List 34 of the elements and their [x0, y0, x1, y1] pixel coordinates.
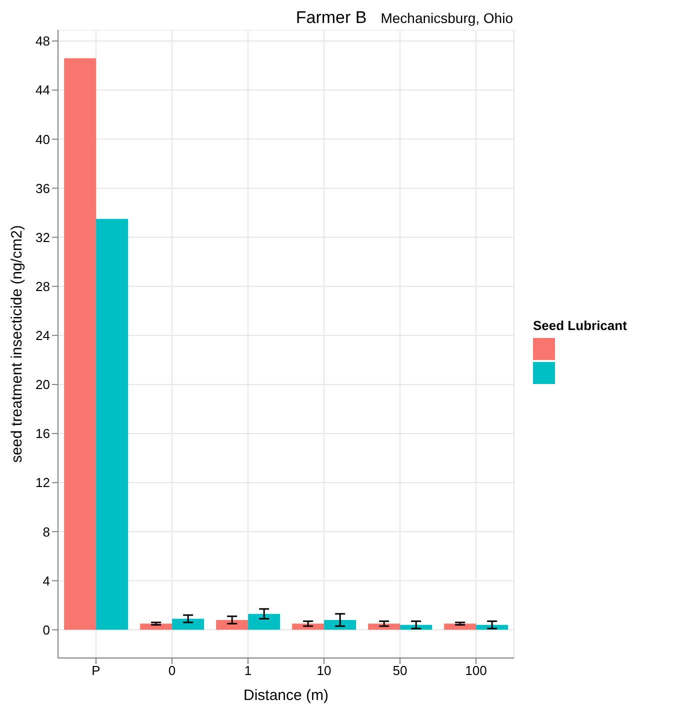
chart-subtitle: Mechanicsburg, Ohio [380, 10, 513, 26]
y-tick-label: 24 [36, 328, 50, 344]
bar [172, 618, 204, 630]
x-tick-label: P [92, 663, 100, 678]
bar [324, 620, 356, 630]
y-tick-label: 8 [42, 524, 50, 540]
y-tick-label: 20 [36, 377, 50, 392]
bar [140, 624, 172, 630]
y-tick-label: 12 [36, 475, 50, 490]
y-tick-label: 4 [42, 573, 50, 588]
x-tick-label: 1 [244, 663, 252, 678]
bar [64, 58, 96, 630]
chart-title: Farmer B [296, 8, 367, 27]
x-tick-label: 10 [316, 663, 332, 678]
y-tick-label: 48 [36, 34, 50, 49]
y-tick-label: 40 [36, 132, 50, 147]
y-axis-title: seed treatment insecticide (ng/cm2) [8, 225, 26, 463]
y-tick-label: 16 [36, 426, 50, 442]
bar [368, 624, 400, 630]
y-tick-label: 0 [42, 622, 50, 638]
bar [292, 624, 324, 630]
x-axis-title: Distance (m) [243, 687, 329, 704]
bar [96, 218, 128, 630]
bar [216, 620, 248, 630]
legend-title: Seed Lubricant [533, 318, 627, 333]
y-tick-label: 28 [36, 278, 50, 294]
y-tick-label: 32 [36, 230, 50, 245]
y-tick-label: 44 [36, 82, 50, 98]
x-tick-label: 0 [168, 663, 176, 678]
y-tick-label: 36 [36, 180, 50, 196]
bar [444, 624, 476, 630]
x-tick-label: 100 [465, 663, 487, 678]
x-tick-label: 50 [392, 663, 408, 678]
bar [248, 614, 280, 630]
